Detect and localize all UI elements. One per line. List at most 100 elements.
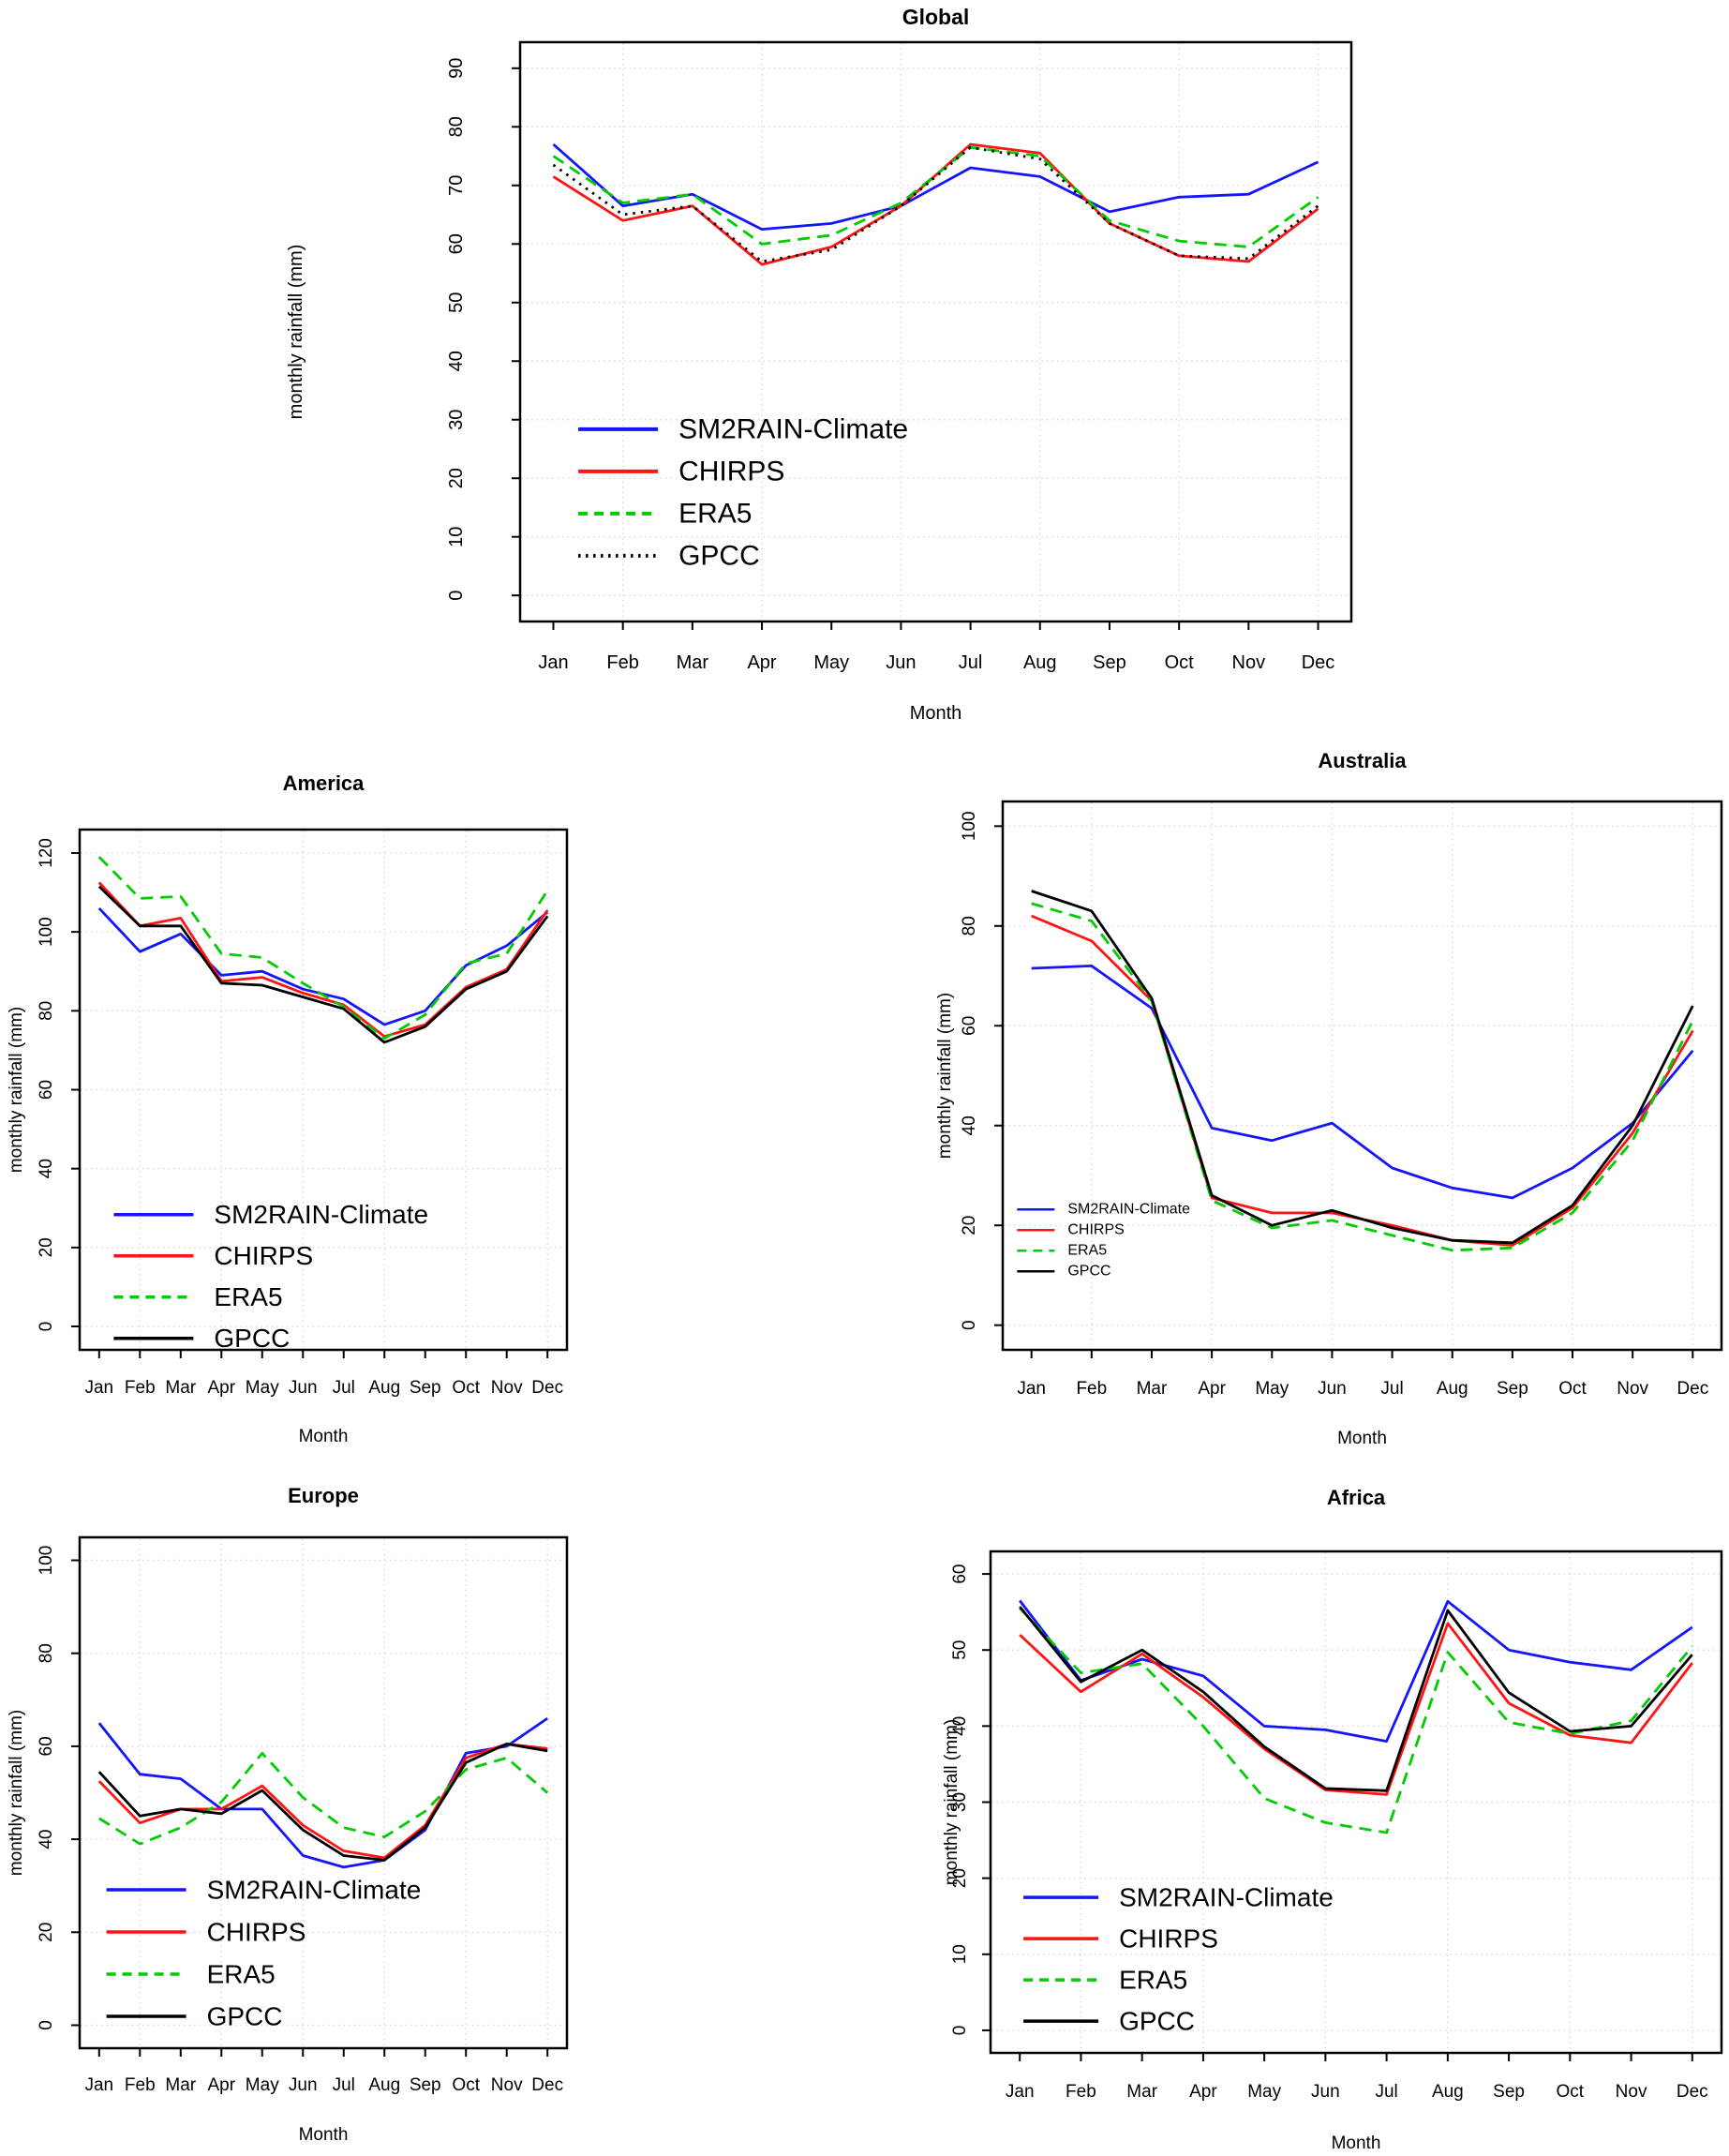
y-tick-label: 80	[37, 1643, 56, 1663]
x-tick-label: Jun	[1318, 1379, 1347, 1399]
y-tick-label: 20	[37, 1923, 56, 1942]
chart-title: Africa	[1327, 1486, 1386, 1509]
x-tick-label: Dec	[531, 2075, 563, 2095]
y-axis-label: monthly rainfall (mm)	[937, 993, 955, 1159]
x-tick-label: Mar	[1137, 1379, 1168, 1399]
x-tick-label: Mar	[677, 652, 709, 673]
y-tick-label: 50	[950, 1640, 970, 1660]
series-line-CHIRPS	[1019, 1622, 1693, 1796]
plot-frame	[518, 40, 1353, 623]
x-tick-label: Oct	[452, 1378, 480, 1398]
legend-label-GPCC: GPCC	[207, 2002, 283, 2031]
series-line-ERA5	[97, 856, 549, 1041]
series-line-CHIRPS	[97, 1742, 548, 1860]
x-tick-label: May	[813, 652, 849, 673]
x-tick-label: Dec	[531, 1378, 563, 1398]
series-line-GPCC	[1031, 890, 1694, 1245]
x-tick-label: Jun	[289, 2075, 318, 2095]
x-tick-label: Apr	[1198, 1379, 1226, 1399]
y-tick-label: 60	[37, 1080, 56, 1100]
series-line-GPCC	[1019, 1606, 1693, 1792]
legend-label-GPCC: GPCC	[678, 540, 760, 571]
x-tick-label: Jul	[959, 652, 983, 673]
x-tick-label: Sep	[410, 1378, 441, 1398]
x-tick-label: May	[246, 2075, 279, 2095]
y-tick-label: 120	[37, 838, 56, 868]
x-tick-label: Jan	[1017, 1379, 1046, 1399]
series-line-GPCC	[552, 145, 1319, 263]
legend-label-ERA5: ERA5	[207, 1960, 276, 1989]
x-tick-label: Apr	[1189, 2082, 1217, 2102]
series-line-ERA5	[98, 1751, 549, 1846]
legend-label-GPCC: GPCC	[214, 1324, 290, 1353]
x-tick-label: Feb	[125, 2075, 156, 2095]
y-tick-label: 100	[37, 917, 56, 947]
chart-title: Europe	[288, 1484, 359, 1507]
x-tick-label: Feb	[1066, 2082, 1096, 2102]
x-tick-label: Nov	[1617, 1379, 1648, 1399]
y-tick-label: 10	[446, 527, 467, 547]
series-line-GPCC	[97, 1742, 548, 1862]
plot-frame	[78, 1535, 569, 2050]
x-tick-label: Sep	[1093, 652, 1126, 673]
y-tick-label: 100	[37, 1546, 56, 1576]
x-tick-label: Jan	[84, 2075, 113, 2095]
x-axis-label: Month	[299, 1427, 349, 1446]
y-tick-label: 60	[446, 233, 467, 254]
x-tick-label: Jan	[1006, 2082, 1035, 2102]
chart-canvas-australia: 0 20 40 60 80 100 Jan Feb Mar Apr May Jun Jul Aug Sep O…	[935, 749, 1723, 1448]
chart-title: America	[283, 771, 365, 795]
y-tick-label: 20	[960, 1216, 979, 1235]
x-tick-label: Mar	[165, 1378, 196, 1398]
x-axis-label: Month	[1337, 1429, 1387, 1448]
series-line-SM2RAIN-Climate	[1031, 964, 1694, 1200]
series-line-GPCC	[97, 885, 549, 1044]
chart-canvas-africa: 0 10 20 30 40 50 60 Jan Feb Mar Apr May Jun Jul Aug Sep…	[942, 1486, 1723, 2153]
x-tick-label: May	[1247, 2082, 1281, 2102]
series-line-ERA5	[1019, 1607, 1693, 1834]
legend-label-GPCC: GPCC	[1119, 2007, 1195, 2036]
legend-label-CHIRPS: CHIRPS	[214, 1241, 313, 1270]
legend-label-CHIRPS: CHIRPS	[678, 456, 784, 487]
y-tick-label: 80	[960, 916, 979, 936]
x-tick-label: Apr	[207, 2075, 235, 2095]
y-tick-label: 60	[960, 1016, 979, 1036]
series-line-ERA5	[552, 145, 1319, 248]
y-tick-label: 0	[960, 1320, 979, 1330]
x-tick-label: Jan	[538, 652, 568, 673]
x-tick-label: Sep	[1493, 2082, 1525, 2102]
legend-label-SM2RAIN-Climate: SM2RAIN-Climate	[207, 1876, 422, 1905]
y-tick-label: 80	[37, 1001, 56, 1021]
y-tick-label: 20	[950, 1868, 970, 1888]
x-tick-label: Nov	[491, 1378, 523, 1398]
x-tick-label: Apr	[747, 652, 776, 673]
chart-canvas-europe: 0 20 40 60 80 100 Jan Feb Mar Apr May Jun Jul Aug Sep O…	[7, 1484, 569, 2145]
x-tick-label: Aug	[1437, 1379, 1468, 1399]
chart-america: 0 20 40 60 80 100 120 Jan Feb Mar Apr May Jun Jul Aug S…	[0, 745, 619, 1472]
x-axis-label: Month	[299, 2125, 349, 2145]
x-tick-label: Nov	[1232, 652, 1266, 673]
y-tick-label: 40	[37, 1159, 56, 1178]
legend-label-CHIRPS: CHIRPS	[1067, 1222, 1124, 1238]
chart-global: 0 10 20 30 40 50 60 70 80 90 Jan Feb Mar Apr May Jun Jul…	[281, 0, 1406, 745]
x-tick-label: Jul	[1375, 2082, 1397, 2102]
y-axis-label: monthly rainfall (mm)	[7, 1710, 26, 1876]
legend-label-SM2RAIN-Climate: SM2RAIN-Climate	[678, 413, 908, 444]
y-tick-label: 40	[950, 1716, 970, 1736]
x-tick-label: Apr	[207, 1378, 235, 1398]
x-tick-label: Aug	[1432, 2082, 1464, 2102]
series-line-SM2RAIN-Climate	[552, 142, 1319, 232]
x-tick-label: Sep	[410, 2075, 441, 2095]
x-tick-label: Jul	[333, 2075, 355, 2095]
y-tick-label: 0	[37, 1322, 56, 1332]
x-tick-label: Oct	[452, 2075, 480, 2095]
legend-label-ERA5: ERA5	[678, 498, 752, 529]
y-tick-label: 40	[37, 1830, 56, 1849]
x-tick-label: Mar	[1126, 2082, 1157, 2102]
y-tick-label: 50	[446, 292, 467, 313]
x-tick-label: Jun	[886, 652, 916, 673]
series-line-CHIRPS	[1031, 914, 1694, 1247]
y-tick-label: 20	[37, 1237, 56, 1257]
x-tick-label: Mar	[165, 2075, 196, 2095]
x-tick-label: Jul	[333, 1378, 355, 1398]
